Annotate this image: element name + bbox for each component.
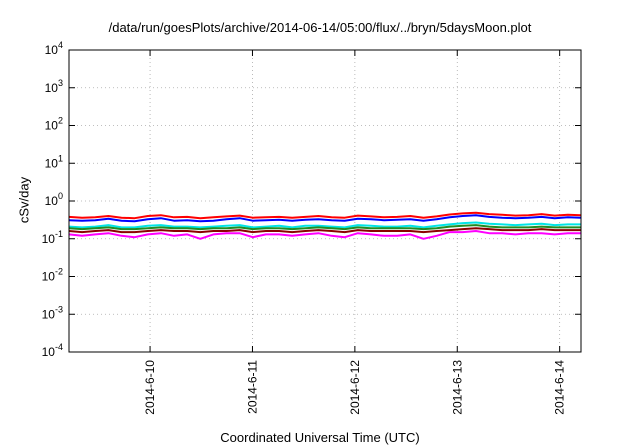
y-tick-label: 10-3 — [42, 304, 63, 321]
y-tick-label: 10-4 — [42, 342, 63, 359]
y-tick-label: 100 — [45, 191, 63, 208]
y-tick-label: 103 — [45, 78, 63, 95]
chart-title: /data/run/goesPlots/archive/2014-06-14/0… — [108, 20, 532, 35]
y-tick-label: 101 — [45, 153, 63, 170]
y-tick-label: 10-2 — [42, 267, 63, 284]
ticks — [69, 49, 581, 353]
y-tick-label: 104 — [45, 40, 63, 57]
y-tick-label: 102 — [45, 116, 63, 133]
y-tick-label: 10-1 — [42, 229, 63, 246]
series-line-3 — [68, 221, 581, 229]
x-tick-labels: 2014-6-10 2014-6-11 2014-6-12 2014-6-13 2014… — [143, 360, 567, 415]
series-line-4 — [68, 224, 581, 231]
grid — [69, 50, 581, 352]
x-tick-label: 2014-6-13 — [450, 360, 464, 415]
x-axis-label: Coordinated Universal Time (UTC) — [220, 430, 420, 445]
x-tick-label: 2014-6-12 — [348, 360, 362, 415]
y-tick-labels: 10-4 10-3 10-2 10-1 100 101 102 103 104 — [42, 40, 63, 359]
x-tick-label: 2014-6-10 — [143, 360, 157, 415]
series-line-1 — [68, 211, 582, 220]
series-line-2 — [68, 214, 582, 223]
x-tick-label: 2014-6-11 — [245, 360, 259, 414]
x-tick-label: 2014-6-14 — [553, 360, 567, 415]
series-group — [68, 211, 582, 240]
series-line-5 — [68, 227, 581, 234]
series-line-6 — [68, 230, 581, 240]
